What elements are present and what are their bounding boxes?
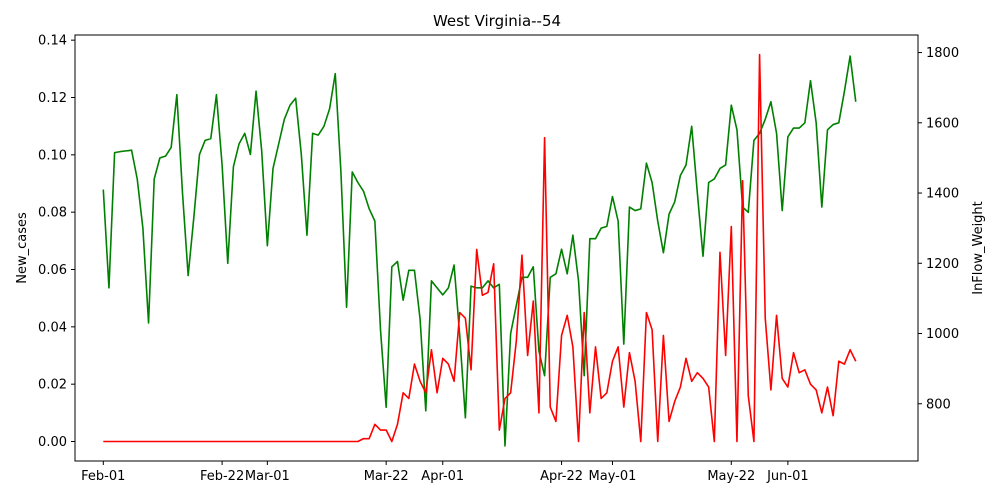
y-tick-label-left: 0.02 xyxy=(38,378,67,393)
y-axis-title-left: New_cases xyxy=(15,212,30,284)
y-tick-label-left: 0.08 xyxy=(38,206,67,221)
x-tick-label: May-01 xyxy=(589,469,637,484)
series-line-right xyxy=(102,55,857,447)
x-tick-label: Apr-01 xyxy=(421,469,464,484)
y-tick-label-right: 800 xyxy=(926,397,951,412)
y-tick-label-right: 1000 xyxy=(926,327,959,342)
x-tick-label: Jun-01 xyxy=(766,469,809,484)
y-tick-label-left: 0.10 xyxy=(38,148,67,163)
y-tick-label-right: 1200 xyxy=(926,257,959,272)
x-tick-label: May-22 xyxy=(707,469,755,484)
plot-area xyxy=(102,53,857,447)
x-tick-label: Feb-01 xyxy=(81,469,125,484)
x-tick-label: Apr-22 xyxy=(540,469,583,484)
y-tick-label-left: 0.06 xyxy=(38,263,67,278)
y-tick-label-left: 0.14 xyxy=(38,34,67,49)
y-tick-label-left: 0.00 xyxy=(38,435,67,450)
chart-title: West Virginia--54 xyxy=(433,12,561,30)
x-axis: Feb-01 Feb-22 Mar-01 Mar-22 Apr-01 Apr-22 May-… xyxy=(81,461,809,484)
y-tick-label-right: 1600 xyxy=(926,116,959,131)
x-tick-label: Mar-01 xyxy=(245,469,290,484)
y-tick-label-left: 0.12 xyxy=(38,91,67,106)
y-tick-label-right: 1800 xyxy=(926,46,959,61)
y-axis-title-right: InFlow_Weight xyxy=(971,201,986,295)
y-tick-label-right: 1400 xyxy=(926,187,959,202)
x-tick-label: Mar-22 xyxy=(364,469,409,484)
series-line-left xyxy=(103,53,857,443)
y-tick-label-left: 0.04 xyxy=(38,320,67,335)
plot-frame xyxy=(74,34,919,462)
y-axis-right: 800 1000 1200 1400 1600 1800 xyxy=(918,46,959,412)
x-tick-label: Feb-22 xyxy=(200,469,244,484)
y-axis-left: 0.00 0.02 0.04 0.06 0.08 0.10 0.12 0.14 xyxy=(38,34,75,450)
